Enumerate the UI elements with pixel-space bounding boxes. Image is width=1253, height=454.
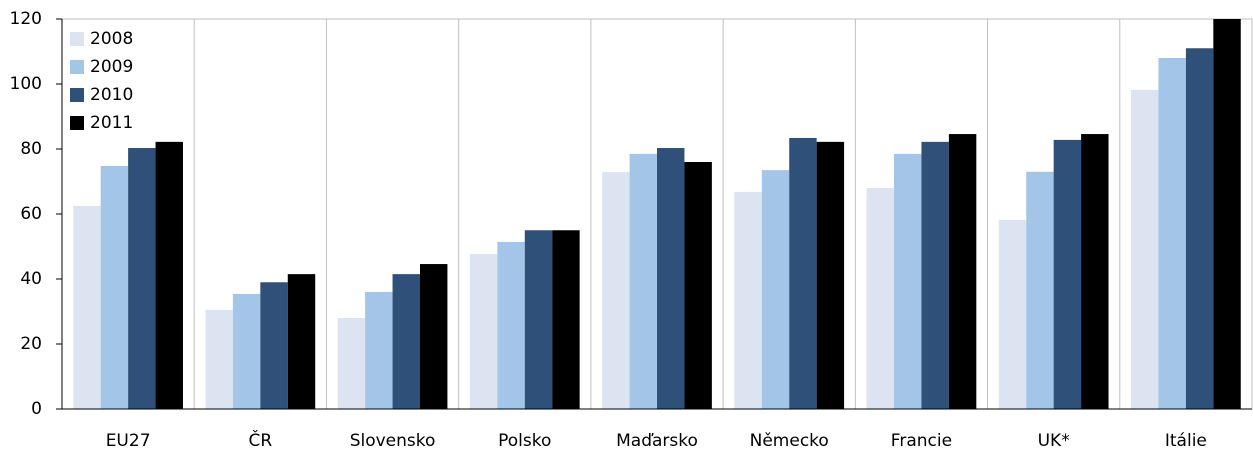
x-tick-label: Maďarsko <box>616 431 698 450</box>
legend-swatch <box>70 88 84 102</box>
bar <box>684 162 712 409</box>
bar <box>894 153 922 409</box>
bar <box>866 188 895 409</box>
y-tick-label: 0 <box>31 399 42 419</box>
bar <box>816 141 845 409</box>
bar <box>789 137 817 409</box>
legend-label: 2011 <box>90 113 133 133</box>
legend-swatch <box>70 60 84 74</box>
bar <box>1081 134 1109 410</box>
legend-label: 2008 <box>90 29 133 49</box>
bar <box>629 153 657 409</box>
bar <box>128 148 156 409</box>
legend-swatch <box>70 116 84 130</box>
bar <box>205 309 233 409</box>
legend-swatch <box>70 32 84 46</box>
bar <box>100 165 129 409</box>
y-tick-label: 60 <box>20 204 42 224</box>
x-tick-label: EU27 <box>106 431 151 450</box>
x-tick-label: Polsko <box>498 431 551 450</box>
bar <box>602 172 630 409</box>
y-tick-label: 120 <box>10 9 42 29</box>
bar <box>657 148 685 409</box>
bar <box>155 141 183 409</box>
x-tick-label: UK* <box>1038 431 1070 450</box>
legend-label: 2009 <box>90 57 133 77</box>
bar <box>1213 19 1241 409</box>
bar <box>948 134 977 410</box>
bar <box>998 219 1027 409</box>
bar <box>1026 171 1054 409</box>
bar <box>497 241 525 409</box>
x-tick-label: ČR <box>248 429 272 450</box>
bar <box>1131 89 1159 409</box>
bar <box>1053 139 1082 409</box>
bar <box>1185 48 1214 409</box>
bar <box>260 282 288 409</box>
x-tick-label: Slovensko <box>350 431 436 450</box>
y-tick-label: 100 <box>10 74 42 94</box>
bar <box>232 293 261 409</box>
bar <box>1158 58 1186 409</box>
bar <box>734 191 762 409</box>
bar <box>337 318 366 409</box>
y-tick-label: 40 <box>20 269 42 289</box>
bar <box>921 141 949 409</box>
y-tick-label: 80 <box>20 139 42 159</box>
x-tick-label: Itálie <box>1165 431 1207 450</box>
x-tick-label: Německo <box>750 431 829 450</box>
y-tick-label: 20 <box>20 334 42 354</box>
bar <box>524 230 553 409</box>
bar <box>419 264 448 409</box>
bar <box>761 170 790 409</box>
bar <box>392 274 420 409</box>
bar <box>287 274 316 409</box>
legend-label: 2010 <box>90 85 133 105</box>
bar <box>73 205 101 409</box>
bar <box>469 253 498 409</box>
bar <box>552 230 580 409</box>
x-tick-label: Francie <box>891 431 952 450</box>
bar <box>365 292 393 409</box>
